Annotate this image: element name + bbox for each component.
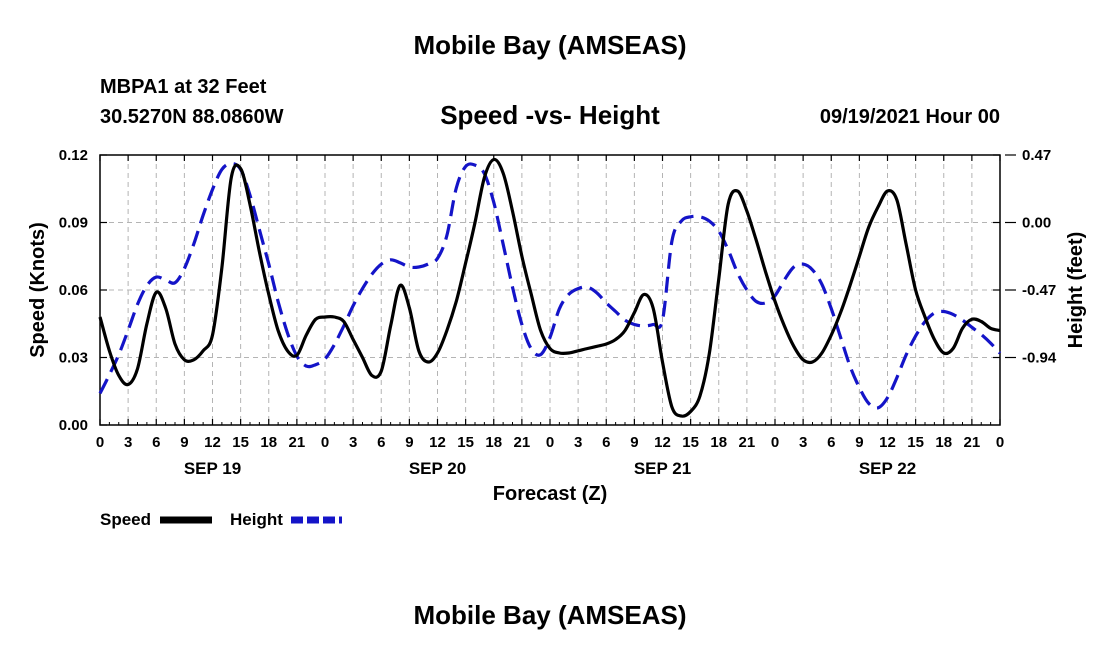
x-date-label: SEP 21 xyxy=(634,459,691,478)
y-tick-label: 0.03 xyxy=(59,350,88,367)
x-tick-label: 21 xyxy=(739,434,756,451)
x-tick-label: 3 xyxy=(124,434,132,451)
x-tick-label: 12 xyxy=(204,434,221,451)
x-tick-label: 3 xyxy=(349,434,357,451)
axes: 0 3 6 9 12 15 18 21 0 3 6 9 12 15 18 21 0 3 6 9 12 15 18 21 0 3 6 9… xyxy=(59,147,1057,478)
x-date-label: SEP 19 xyxy=(184,459,241,478)
x-tick-label: 12 xyxy=(654,434,671,451)
x-tick-label: 21 xyxy=(514,434,531,451)
legend: Speed Height xyxy=(100,510,342,529)
x-tick-label: 18 xyxy=(485,434,502,451)
y2-tick-label: 0.47 xyxy=(1022,147,1051,164)
x-tick-label: 3 xyxy=(799,434,807,451)
x-tick-label: 0 xyxy=(771,434,779,451)
x-tick-label: 18 xyxy=(935,434,952,451)
station-label: MBPA1 at 32 Feet xyxy=(100,76,267,98)
x-tick-label: 6 xyxy=(827,434,835,451)
y-tick-label: 0.06 xyxy=(59,282,88,299)
x-tick-label: 0 xyxy=(96,434,104,451)
series-line-speed xyxy=(98,157,1001,418)
legend-label-height: Height xyxy=(230,510,283,529)
y-tick-label: 0.12 xyxy=(59,147,88,164)
x-tick-label: 9 xyxy=(630,434,638,451)
x-tick-label: 9 xyxy=(855,434,863,451)
x-tick-label: 6 xyxy=(602,434,610,451)
y2-tick-label: 0.00 xyxy=(1022,215,1051,232)
forecast-issue-time: 09/19/2021 Hour 00 xyxy=(819,106,1000,128)
y2-tick-label: -0.94 xyxy=(1022,350,1057,367)
x-tick-label: 0 xyxy=(321,434,329,451)
x-tick-label: 12 xyxy=(429,434,446,451)
x-tick-label: 21 xyxy=(289,434,306,451)
x-tick-label: 9 xyxy=(180,434,188,451)
station-coordinates: 30.5270N 88.0860W xyxy=(100,106,284,128)
x-tick-label: 15 xyxy=(232,434,249,451)
y-tick-label: 0.09 xyxy=(59,215,88,232)
x-tick-label: 15 xyxy=(682,434,699,451)
series-layer xyxy=(98,157,1002,418)
legend-label-speed: Speed xyxy=(100,510,151,529)
x-tick-label: 9 xyxy=(405,434,413,451)
x-tick-label: 21 xyxy=(964,434,981,451)
x-tick-label: 15 xyxy=(907,434,924,451)
x-date-label: SEP 20 xyxy=(409,459,466,478)
y2-tick-label: -0.47 xyxy=(1022,282,1056,299)
x-tick-label: 6 xyxy=(377,434,385,451)
x-tick-label: 3 xyxy=(574,434,582,451)
x-tick-label: 18 xyxy=(260,434,277,451)
x-tick-label: 15 xyxy=(457,434,474,451)
x-tick-label: 0 xyxy=(996,434,1004,451)
chart-title-bottom: Mobile Bay (AMSEAS) xyxy=(413,600,687,630)
x-tick-label: 0 xyxy=(546,434,554,451)
x-tick-label: 6 xyxy=(152,434,160,451)
chart-subtitle: Speed -vs- Height xyxy=(440,100,660,130)
x-tick-label: 12 xyxy=(879,434,896,451)
y-axis-label-left: Speed (Knots) xyxy=(27,222,49,358)
chart-title-top: Mobile Bay (AMSEAS) xyxy=(413,30,687,60)
x-date-label: SEP 22 xyxy=(859,459,916,478)
x-tick-label: 18 xyxy=(710,434,727,451)
grid xyxy=(100,155,1000,425)
y-axis-label-right: Height (feet) xyxy=(1065,232,1087,349)
series-line-height xyxy=(98,162,1002,410)
x-axis-label: Forecast (Z) xyxy=(493,483,607,505)
y-tick-label: 0.00 xyxy=(59,417,88,434)
